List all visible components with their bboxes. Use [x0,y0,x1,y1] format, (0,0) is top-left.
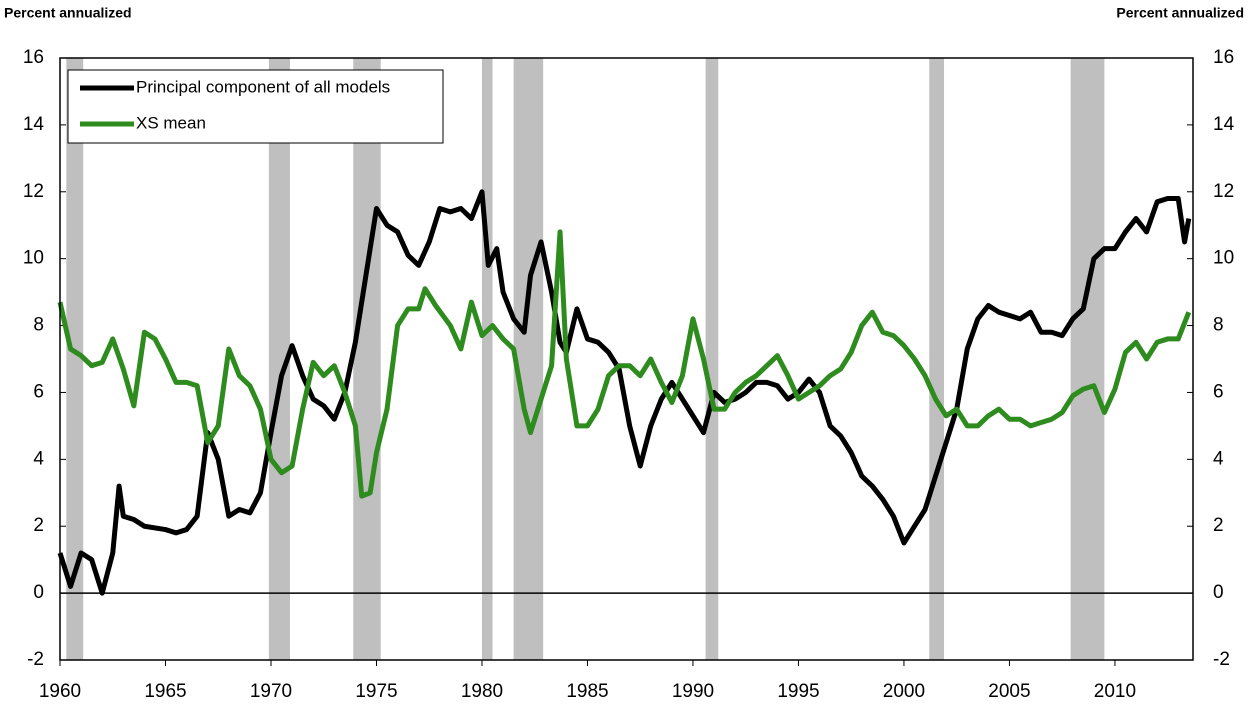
y-axis-title: Percent annualized [4,5,132,21]
legend-label: Principal component of all models [136,77,390,96]
x-tick-label: 1965 [144,681,186,702]
recession-band [66,58,84,660]
y-tick-label: 14 [23,114,45,135]
y-tick-label: 6 [33,381,44,402]
x-tick-label: 1960 [39,681,81,702]
y2-tick-label: 10 [1213,248,1234,269]
y-tick-label: 16 [23,47,44,68]
series-line [57,189,1192,596]
legend-box [67,69,444,144]
recession-band [513,58,544,660]
recession-band [1070,58,1105,660]
x-tick-label: 1995 [777,681,819,702]
y2-tick-label: 6 [1213,381,1224,402]
x-tick-label: 1970 [250,681,292,702]
y2-tick-label: 2 [1213,515,1224,536]
x-tick-label: 1990 [672,681,714,702]
y2-tick-label: 0 [1213,582,1224,603]
x-tick-label: 1975 [355,681,397,702]
x-tick-label: 2010 [1094,681,1136,702]
y-tick-label: 8 [33,315,44,336]
recession-band [705,58,719,660]
legend-label: XS mean [136,113,206,132]
y2-tick-label: 4 [1213,448,1224,469]
y-tick-label: 2 [33,515,44,536]
y-tick-label: 10 [23,248,44,269]
y2-tick-label: -2 [1213,649,1230,670]
y2-axis-title: Percent annualized [1116,5,1244,21]
x-tick-label: 2000 [883,681,925,702]
recession-band [353,58,381,660]
y-tick-label: 0 [33,582,44,603]
y2-tick-label: 12 [1213,181,1234,202]
y2-tick-label: 14 [1213,114,1235,135]
y2-tick-label: 16 [1213,47,1234,68]
recession-band [929,58,945,660]
x-tick-label: 1985 [566,681,608,702]
plot-frame [59,57,1194,661]
recession-band [481,58,493,660]
x-tick-label: 2005 [988,681,1030,702]
y-tick-label: -2 [27,649,44,670]
y-tick-label: 4 [33,448,44,469]
y2-tick-label: 8 [1213,315,1224,336]
recession-band [268,58,290,660]
series-line [57,229,1192,499]
y-tick-label: 12 [23,181,44,202]
x-tick-label: 1980 [461,681,503,702]
